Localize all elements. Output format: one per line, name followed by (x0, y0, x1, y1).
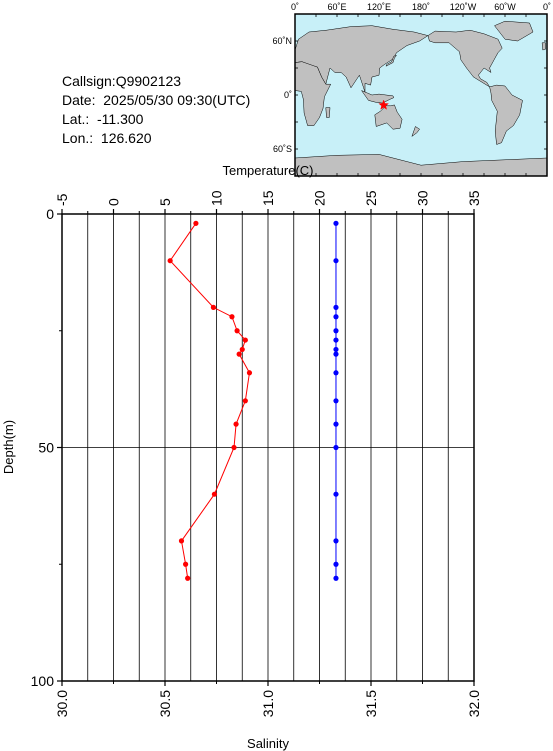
land-europe-asia (294, 25, 429, 93)
map-land (294, 20, 548, 177)
profile-chart: -5 0 5 10 15 20 25 30 35 30.0 30.5 31.0 31.5 32.0 05… (1, 163, 482, 751)
land-madagascar (325, 107, 331, 118)
temperature-point (185, 575, 191, 581)
station-info: Callsign:Q9902123 Date: 2025/05/30 09:30… (62, 72, 250, 148)
land-uk (541, 42, 546, 51)
temperature-point (183, 561, 189, 567)
salinity-point (333, 444, 339, 451)
map-ticks (294, 13, 548, 177)
salinity-point (333, 314, 339, 320)
temperature-point (211, 491, 218, 497)
land-japan (385, 54, 398, 67)
map-lat-label: 60˚N (272, 36, 292, 46)
salinity-axis-title: Salinity (247, 736, 289, 751)
temperature-point (239, 346, 245, 353)
temperature-point (167, 258, 173, 264)
temperature-line (169, 223, 250, 579)
temperature-point (178, 538, 185, 544)
temperature-tick-label: 35 (466, 190, 482, 206)
map-lon-label: 180˚ (412, 2, 430, 12)
temperature-tick-label: 20 (312, 190, 328, 206)
salinity-point (333, 337, 339, 343)
temperature-point (229, 314, 235, 320)
depth-tick-label: 0 (46, 206, 54, 222)
salinity-point (333, 398, 339, 404)
temperature-point (234, 328, 240, 334)
latitude-text: Lat.: -11.300 (62, 111, 144, 127)
salinity-tick-label: 31.5 (363, 690, 379, 717)
location-map: 0˚ 60˚E 120˚E 180˚ 120˚W 60˚W 0˚ 60˚N 0˚ 60˚S (272, 2, 551, 177)
land-north-america (427, 29, 503, 88)
salinity-tick-label: 30.0 (54, 690, 70, 717)
station-marker (378, 99, 390, 110)
salinity-point (333, 351, 339, 357)
map-lon-label: 0˚ (291, 2, 299, 12)
temperature-tick-label: 25 (363, 190, 379, 206)
temperature-tick-label: 10 (209, 190, 225, 206)
callsign-text: Callsign:Q9902123 (62, 73, 182, 89)
salinity-axis: 30.0 30.5 31.0 31.5 32.0 (54, 681, 482, 717)
temperature-point (210, 304, 217, 310)
salinity-point (333, 220, 339, 226)
salinity-point (333, 328, 339, 334)
temperature-axis: -5 0 5 10 15 20 25 30 35 (54, 190, 482, 214)
depth-axis-title: Depth(m) (1, 420, 16, 474)
temperature-point (242, 337, 248, 343)
chart-grid (62, 214, 474, 681)
temperature-tick-label: 15 (260, 190, 276, 206)
depth-tick-label: 50 (38, 440, 54, 456)
land-africa (294, 61, 332, 126)
land-greenland (494, 20, 534, 42)
map-lon-label: 60˚W (494, 2, 516, 12)
salinity-tick-label: 30.5 (157, 690, 173, 717)
salinity-series (333, 220, 339, 581)
temperature-series (167, 220, 253, 581)
temperature-tick-label: 5 (157, 198, 173, 206)
salinity-tick-label: 32.0 (466, 690, 482, 717)
salinity-point (333, 538, 339, 544)
salinity-point (333, 370, 339, 376)
station-star-icon (378, 99, 390, 110)
temperature-tick-label: -5 (54, 193, 70, 206)
land-new-zealand (411, 126, 420, 138)
salinity-tick-label: 31.0 (260, 690, 276, 717)
depth-tick-label: 100 (31, 673, 55, 689)
temperature-point (236, 351, 242, 357)
temperature-point (246, 370, 253, 376)
map-lat-label: 60˚S (273, 144, 292, 154)
map-lon-label: 60˚E (327, 2, 346, 12)
temperature-point (233, 421, 239, 427)
map-lat-label: 0˚ (284, 90, 292, 100)
salinity-point (333, 258, 339, 264)
temperature-point (193, 220, 199, 226)
temperature-tick-label: 0 (106, 198, 122, 206)
map-lon-labels: 0˚ 60˚E 120˚E 180˚ 120˚W 60˚W 0˚ (291, 2, 551, 12)
longitude-text: Lon.: 126.620 (62, 130, 152, 146)
land-south-america (489, 84, 523, 145)
temperature-point (242, 398, 248, 404)
salinity-point (333, 304, 339, 310)
map-lon-label: 120˚E (367, 2, 391, 12)
salinity-point (333, 491, 339, 497)
map-lon-label: 120˚W (450, 2, 477, 12)
salinity-point (333, 561, 339, 567)
salinity-point (333, 421, 339, 427)
map-lon-label: 0˚ (543, 2, 551, 12)
depth-axis: 0 50 100 (31, 206, 62, 689)
temperature-point (231, 444, 237, 451)
date-text: Date: 2025/05/30 09:30(UTC) (62, 92, 251, 108)
land-indonesia (360, 89, 395, 104)
temperature-axis-title: Temperature(C) (222, 163, 313, 178)
map-lat-labels: 60˚N 0˚ 60˚S (272, 36, 292, 154)
salinity-point (333, 575, 339, 581)
temperature-tick-label: 30 (415, 190, 431, 206)
salinity-point (333, 346, 339, 353)
